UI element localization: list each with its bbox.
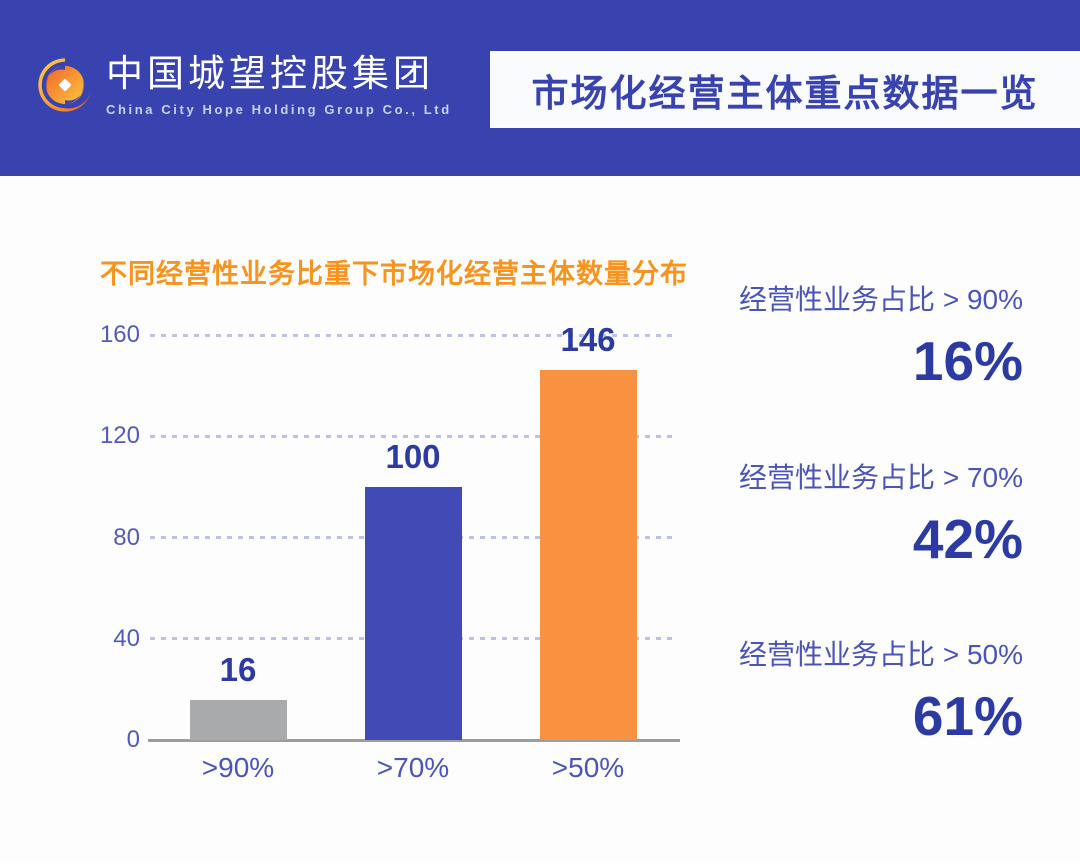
x-tick-label: >90% <box>201 752 275 783</box>
page-title: 市场化经营主体重点数据一览 <box>531 72 1039 114</box>
chart-title: 不同经营性业务比重下市场化经营主体数量分布 <box>100 259 688 289</box>
x-axis-line <box>148 739 680 742</box>
page-title-box: 市场化经营主体重点数据一览 <box>490 51 1080 128</box>
stat-label: 经营性业务占比 > 50% <box>739 639 1023 670</box>
stat-label: 经营性业务占比 > 70% <box>739 462 1023 493</box>
stat-block-gt50: 经营性业务占比 > 50% 61% <box>643 639 1023 745</box>
brand-text: 中国城望控股集团 China City Hope Holding Group C… <box>106 53 452 117</box>
bar-value-label: 146 <box>560 321 616 359</box>
gridline-y40 <box>150 637 677 641</box>
stat-value: 42% <box>912 508 1023 570</box>
header-banner: 中国城望控股集团 China City Hope Holding Group C… <box>0 0 1080 176</box>
company-name-zh: 中国城望控股集团 <box>106 53 434 94</box>
x-tick-label: >50% <box>551 752 625 783</box>
gridline-y120 <box>150 434 677 438</box>
y-tick-label: 0 <box>126 726 140 753</box>
y-tick-label: 120 <box>99 422 140 450</box>
company-logo-icon <box>38 58 92 112</box>
stat-label: 经营性业务占比 > 90% <box>739 284 1023 315</box>
stat-value: 16% <box>912 330 1023 392</box>
bar-value-label: 100 <box>385 437 441 475</box>
stat-block-gt70: 经营性业务占比 > 70% 42% <box>643 462 1023 568</box>
gridline-y160 <box>150 333 677 337</box>
bar->50% <box>539 370 637 740</box>
stat-value: 61% <box>912 685 1023 747</box>
brand-block: 中国城望控股集团 China City Hope Holding Group C… <box>36 53 452 117</box>
y-tick-label: 40 <box>113 624 140 652</box>
bar-value-label: 16 <box>219 650 257 688</box>
bar->70% <box>364 486 462 740</box>
stat-block-gt90: 经营性业务占比 > 90% 16% <box>643 284 1023 390</box>
y-tick-label: 80 <box>113 523 140 551</box>
company-name-en: China City Hope Holding Group Co., Ltd <box>106 101 452 117</box>
gridline-y80 <box>150 536 677 539</box>
x-tick-label: >70% <box>376 752 450 783</box>
bar->90% <box>189 699 287 740</box>
y-tick-label: 160 <box>99 321 140 348</box>
